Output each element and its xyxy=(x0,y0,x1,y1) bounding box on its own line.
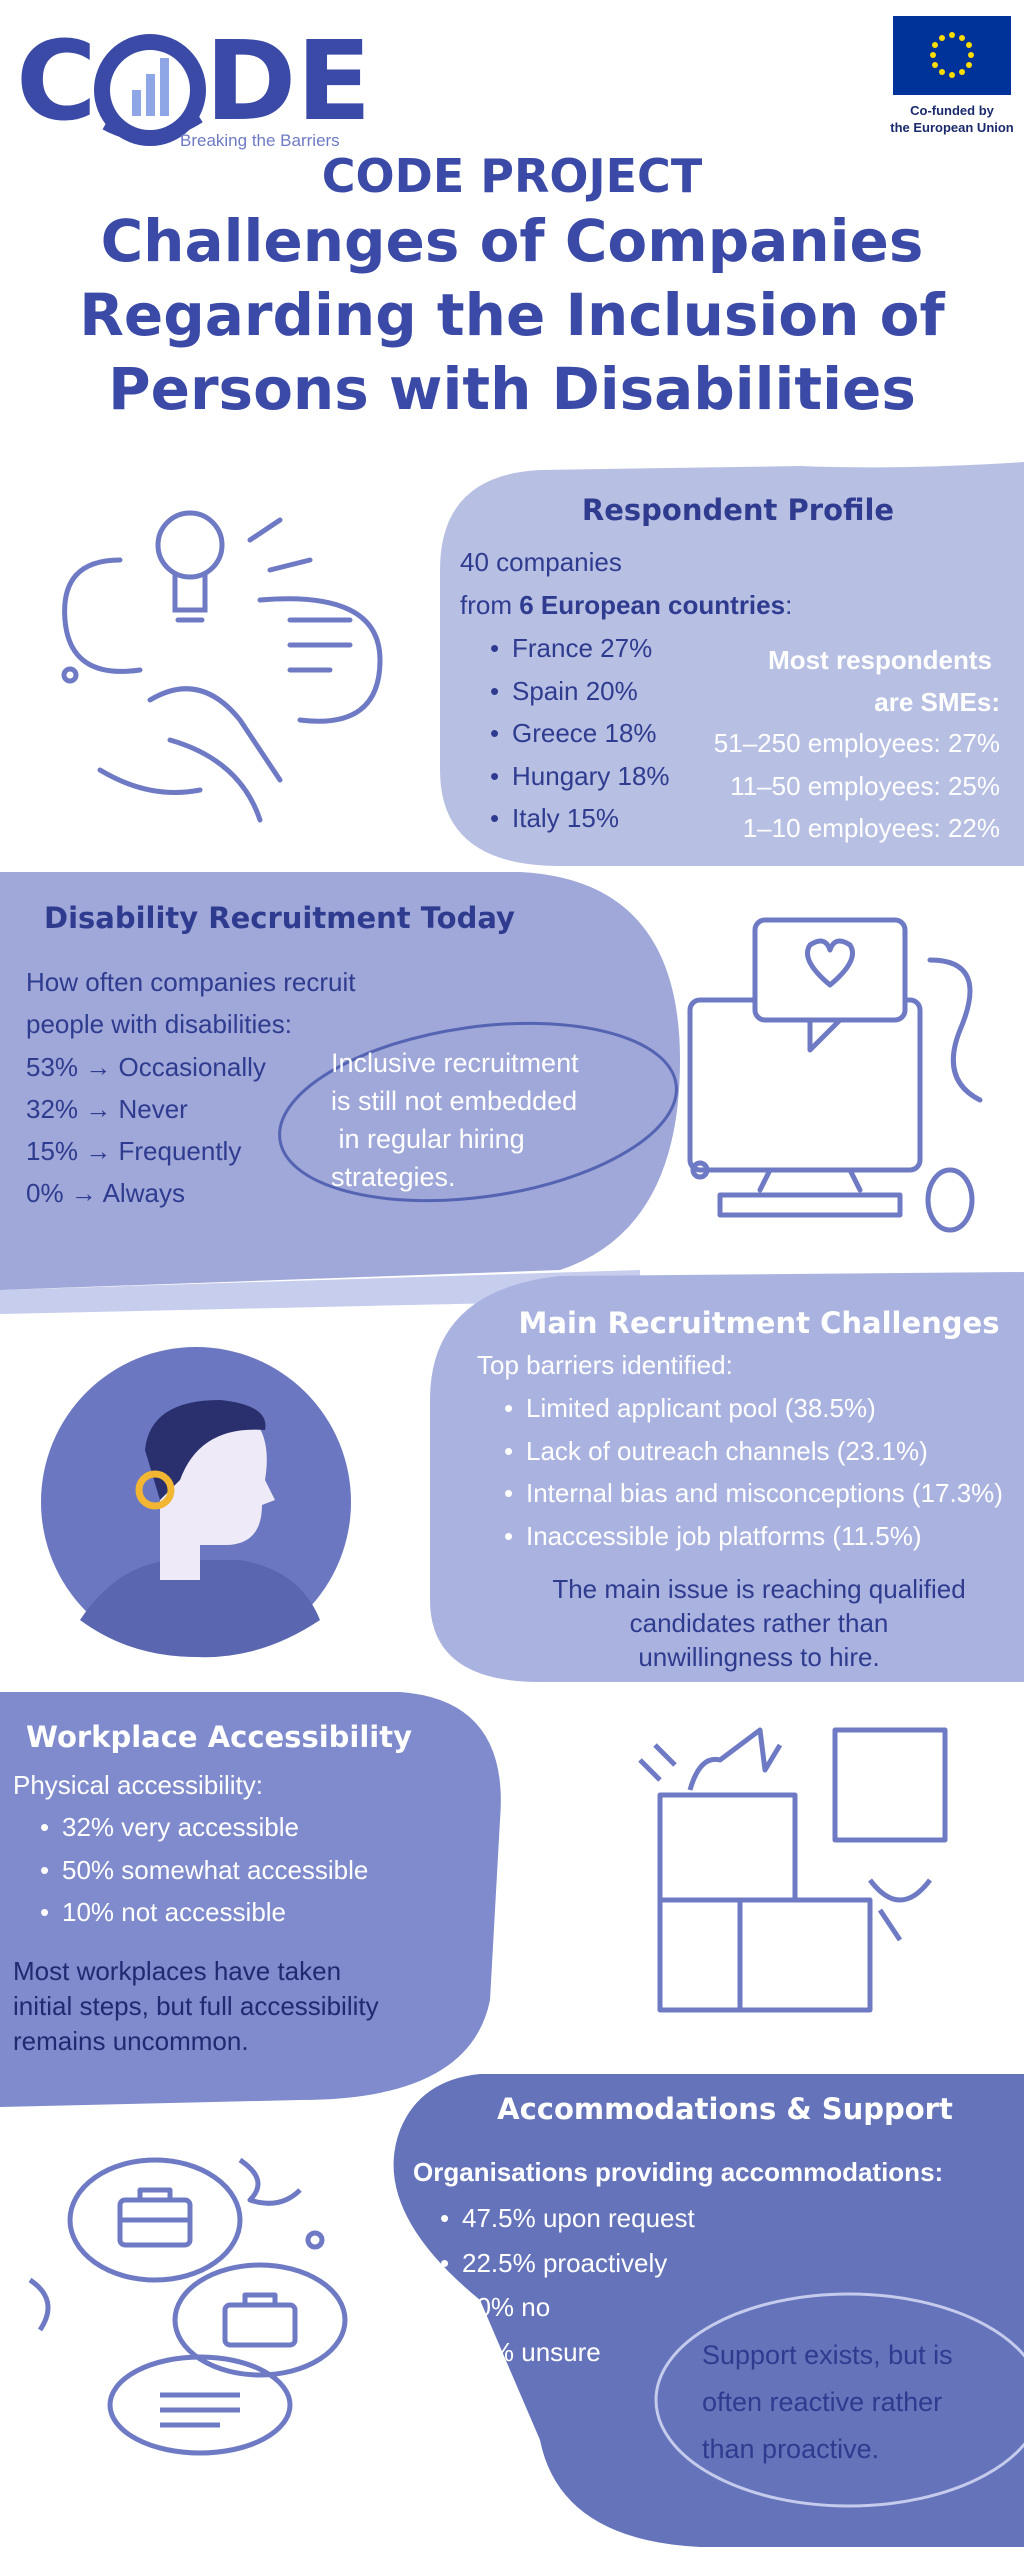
eu-text: Co-funded by xyxy=(910,103,994,118)
text: : xyxy=(785,590,793,620)
conclusion-text: unwillingness to hire. xyxy=(638,1642,880,1672)
list-item: Inaccessible job platforms (11.5%) xyxy=(504,1523,922,1549)
text: are SMEs: xyxy=(874,687,1000,717)
illustration-puzzle xyxy=(638,1727,948,2013)
logo-letters: DE xyxy=(205,17,372,145)
section-blob xyxy=(393,2074,1024,2547)
list-item: Italy 15% xyxy=(490,805,619,831)
list-item: Lack of outreach channels (23.1%) xyxy=(504,1438,928,1464)
conclusion-text: remains uncommon. xyxy=(13,2026,249,2056)
list-item: 11–50 employees: 25% xyxy=(730,770,1000,801)
eu-text: the European Union xyxy=(890,120,1014,135)
conclusion-text: The main issue is reaching qualified xyxy=(552,1574,966,1604)
text: Most respondents xyxy=(768,645,992,675)
hearing-aid xyxy=(135,1470,175,1510)
avatar-hair xyxy=(145,1400,266,1500)
list-item: 50% somewhat accessible xyxy=(40,1857,368,1883)
text: Organisations providing accommodations: xyxy=(413,2157,944,2187)
callout-ring xyxy=(278,1021,678,1203)
headline: Persons with Disabilities xyxy=(108,355,916,423)
list-item: 51–250 employees: 27% xyxy=(713,728,1000,758)
section-heading: Respondent Profile xyxy=(581,493,895,527)
text: Physical accessibility: xyxy=(13,1770,263,1800)
list-item: 32% → Never xyxy=(26,1094,188,1124)
list-item: Hungary 18% xyxy=(490,763,669,789)
section-heading: Disability Recruitment Today xyxy=(44,901,515,935)
eu-flag xyxy=(893,16,1011,95)
text: from xyxy=(460,590,512,620)
callout-text: than proactive. xyxy=(702,2434,880,2464)
list-item: 20% unsure xyxy=(440,2339,601,2365)
logo-tagline: Breaking the Barriers xyxy=(180,131,340,150)
callout-ring xyxy=(654,2292,1024,2508)
list-item: Limited applicant pool (38.5%) xyxy=(504,1395,876,1421)
list-item: 53% → Occasionally xyxy=(26,1052,266,1082)
conclusion-text: initial steps, but full accessibility xyxy=(13,1991,379,2021)
conclusion-text: Most workplaces have taken xyxy=(13,1956,342,1986)
illustration-ideas xyxy=(61,510,383,823)
callout-text: in regular hiring xyxy=(331,1124,525,1154)
section-blob xyxy=(430,1272,1024,1682)
text: Top barriers identified: xyxy=(477,1350,733,1380)
section-heading: Accommodations & Support xyxy=(497,2092,953,2126)
headline: Challenges of Companies xyxy=(100,207,924,275)
list-item: Greece 18% xyxy=(490,720,656,746)
list-item: 10% not accessible xyxy=(40,1899,286,1925)
callout-text: strategies. xyxy=(331,1162,456,1192)
list-item: 10% no xyxy=(440,2294,550,2320)
logo-bar xyxy=(146,74,155,116)
list-item: Spain 20% xyxy=(490,678,638,704)
illustration-computer xyxy=(687,917,983,1233)
logo-hand xyxy=(102,113,203,141)
list-item: 1–10 employees: 22% xyxy=(742,813,1000,843)
illustration-briefcases xyxy=(28,2157,348,2456)
section-heading: Main Recruitment Challenges xyxy=(518,1306,1000,1340)
avatar-body xyxy=(80,1560,320,1658)
logo-bar xyxy=(132,90,141,116)
logo-letter: C xyxy=(16,17,97,145)
list-item: France 27% xyxy=(490,635,652,661)
list-item: 47.5% upon request xyxy=(440,2205,695,2231)
text: 40 companies xyxy=(460,547,622,577)
project-title: CODE PROJECT xyxy=(321,149,703,203)
text: from 6 European countries: xyxy=(460,592,792,618)
list-item: 0% → Always xyxy=(26,1178,185,1208)
list-item: 22.5% proactively xyxy=(440,2250,667,2276)
list-item: 32% very accessible xyxy=(40,1814,299,1840)
callout-text: Support exists, but is xyxy=(702,2340,953,2370)
text: people with disabilities: xyxy=(26,1009,292,1039)
eu-stars xyxy=(930,32,974,78)
section-heading: Workplace Accessibility xyxy=(26,1720,412,1754)
logo-bar xyxy=(160,58,169,116)
text-bold: 6 European countries xyxy=(519,590,786,620)
text: How often companies recruit xyxy=(26,967,356,997)
conclusion-text: candidates rather than xyxy=(629,1608,889,1638)
callout-text: Inclusive recruitment xyxy=(331,1048,579,1078)
headline: Regarding the Inclusion of xyxy=(79,281,945,349)
list-item: 15% → Frequently xyxy=(26,1136,242,1166)
callout-text: often reactive rather xyxy=(702,2387,943,2417)
callout-text: is still not embedded xyxy=(331,1086,578,1116)
section-blob xyxy=(0,872,680,1290)
list-item: Internal bias and misconceptions (17.3%) xyxy=(504,1480,1003,1506)
